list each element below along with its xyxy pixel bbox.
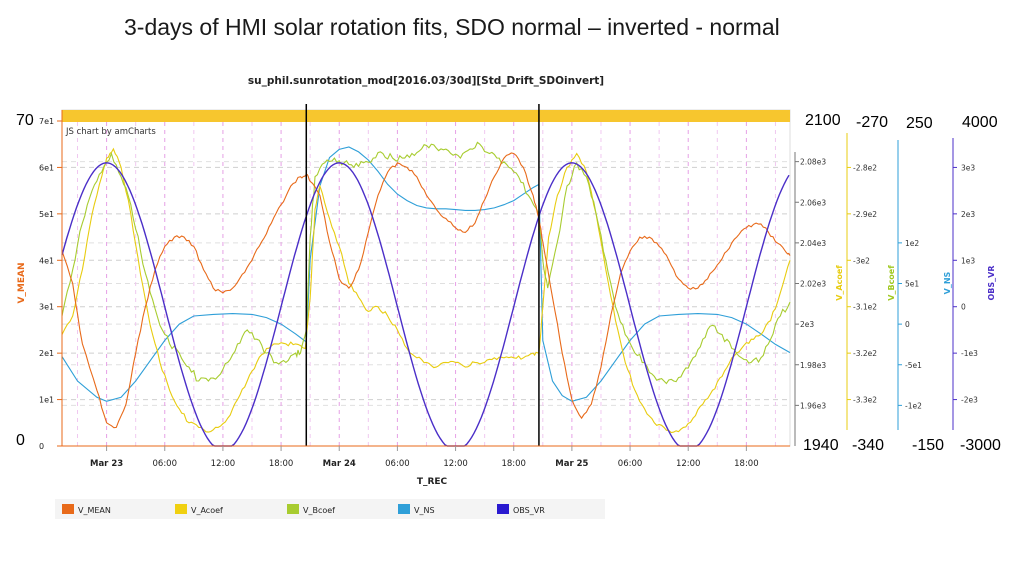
vertical-markers [305,104,540,446]
v-acoef-top-annotation: -270 [856,114,889,131]
v-mean-top-annotation: 2100 [805,112,841,129]
right5-axis-title: OBS_VR [987,265,996,300]
obs-vr-top-annotation: 4000 [962,114,998,131]
x-tick-label: 12:00 [443,459,468,469]
right-tick-label: 0 [905,320,910,329]
x-tick-label: 06:00 [153,459,178,469]
series-line-v-bcoef [61,141,791,385]
series-line-v-acoef [61,147,791,434]
legend-item[interactable]: V_NS [398,504,435,515]
right-axes: 1.96e31.98e32e32.02e32.04e32.06e32.08e3-… [794,133,996,446]
left-tick-label: 5e1 [39,210,54,219]
right-tick-label: -3e2 [853,256,870,265]
v-ns-top-annotation: 250 [906,115,933,132]
right5-axis: -2e3 -1e3 0 1e3 2e3 3e3 OBS_VR [952,138,996,430]
slide-title: 3-days of HMI solar rotation fits, SDO n… [124,14,780,40]
right2-axis-title: V_Acoef [835,265,844,301]
legend-label: V_Bcoef [303,506,335,515]
legend-swatch [497,504,509,514]
series-line-v-mean [61,152,791,429]
legend-item[interactable]: V_Acoef [175,504,223,515]
x-tick-label: 18:00 [734,459,759,469]
right-tick-label: -3.1e2 [853,303,877,312]
right-tick-label: 1.96e3 [800,401,826,410]
right-tick-label: 2.02e3 [800,280,826,289]
x-tick-label: 12:00 [211,459,236,469]
legend-label: V_MEAN [78,506,111,515]
watermark: JS chart by amCharts [65,127,156,137]
right-tick-label: -1e2 [905,401,922,410]
right-tick-label: 0 [961,303,966,312]
x-tick-label: 12:00 [676,459,701,469]
right4-axis: -1e2 -5e1 0 5e1 1e2 V_NS [897,140,952,430]
right-tick-label: 1e3 [961,256,975,265]
right-tick-label: -1e3 [961,349,978,358]
v-ns-bottom-annotation: -150 [912,437,945,454]
right-tick-label: 5e1 [905,280,919,289]
right1-axis: 1.96e3 1.98e3 2e3 2.02e3 2.04e3 2.06e3 2.08e3 [794,152,826,446]
x-tick-label: 18:00 [269,459,294,469]
left-tick-label: 0 [39,442,44,451]
right-tick-label: 2.04e3 [800,239,826,248]
series-line-v-ns [61,146,791,402]
left-tick-label: 1e1 [39,396,54,405]
plot-area: JS chart by amCharts [61,104,791,447]
legend: V_MEAN V_Acoef V_Bcoef V_NS OBS_VR [55,499,605,519]
x-axis-title: T_REC [417,477,448,487]
right-tick-label: -3.2e2 [853,349,877,358]
right-tick-label: 1.98e3 [800,361,826,370]
left-tick-label: 4e1 [39,256,54,265]
right-tick-label: 3e3 [961,163,975,172]
vertical-grid [77,122,776,446]
obs-vr-bottom-annotation: -3000 [960,437,1001,454]
legend-swatch [287,504,299,514]
right-tick-label: 2e3 [961,210,975,219]
legend-label: V_Acoef [191,506,223,515]
right-tick-label: 2.08e3 [800,158,826,167]
right-tick-label: -2.8e2 [853,163,877,172]
legend-swatch [62,504,74,514]
right-tick-label: -5e1 [905,361,922,370]
right-tick-label: 2e3 [800,320,814,329]
legend-swatch [175,504,187,514]
right-tick-label: 1e2 [905,239,919,248]
v-mean-bottom-annotation: 1940 [803,437,839,454]
series-layer [61,141,791,447]
legend-label: OBS_VR [513,506,545,515]
legend-item[interactable]: V_Bcoef [287,504,335,515]
legend-item[interactable]: V_MEAN [62,504,111,515]
chart-title: su_phil.sunrotation_mod[2016.03/30d][Std… [248,75,604,87]
legend-background [55,499,605,519]
left-axis-title: V_MEAN [17,262,27,303]
right2-axis: -3.3e2 -3.2e2 -3.1e2 -3e2 -2.9e2 -2.8e2 V_Acoe… [835,133,877,430]
x-tick-label: Mar 24 [323,459,356,469]
right-tick-label: -2.9e2 [853,210,877,219]
left-axis: 0 1e1 2e1 3e1 4e1 5e1 6e1 7e1 V_MEAN [17,110,63,451]
right4-axis-title: V_NS [943,271,952,294]
right3-axis-title: V_Bcoef [887,265,896,301]
legend-label: V_NS [414,506,435,515]
left-bottom-annotation: 0 [16,432,25,449]
left-tick-label: 6e1 [39,163,54,172]
x-axis: Mar 23 06:00 12:00 18:00 Mar 24 06:00 12:00 18:… [62,445,790,487]
v-acoef-bottom-annotation: -340 [852,437,885,454]
left-tick-label: 3e1 [39,303,54,312]
series-line-obs-vr [61,162,790,447]
left-top-annotation: 70 [16,112,34,129]
x-tick-label: 06:00 [385,459,410,469]
scroll-bar[interactable] [62,110,790,122]
legend-swatch [398,504,410,514]
right3-axis: V_Bcoef [887,265,896,301]
right-tick-label: -3.3e2 [853,396,877,405]
right-tick-label: -2e3 [961,396,978,405]
right-tick-label: 2.06e3 [800,198,826,207]
x-tick-label: 18:00 [501,459,526,469]
x-tick-label: 06:00 [618,459,643,469]
x-tick-label: Mar 23 [90,459,123,469]
x-tick-label: Mar 25 [555,459,588,469]
legend-item[interactable]: OBS_VR [497,504,545,515]
left-tick-label: 7e1 [39,117,54,126]
left-tick-label: 2e1 [39,349,54,358]
